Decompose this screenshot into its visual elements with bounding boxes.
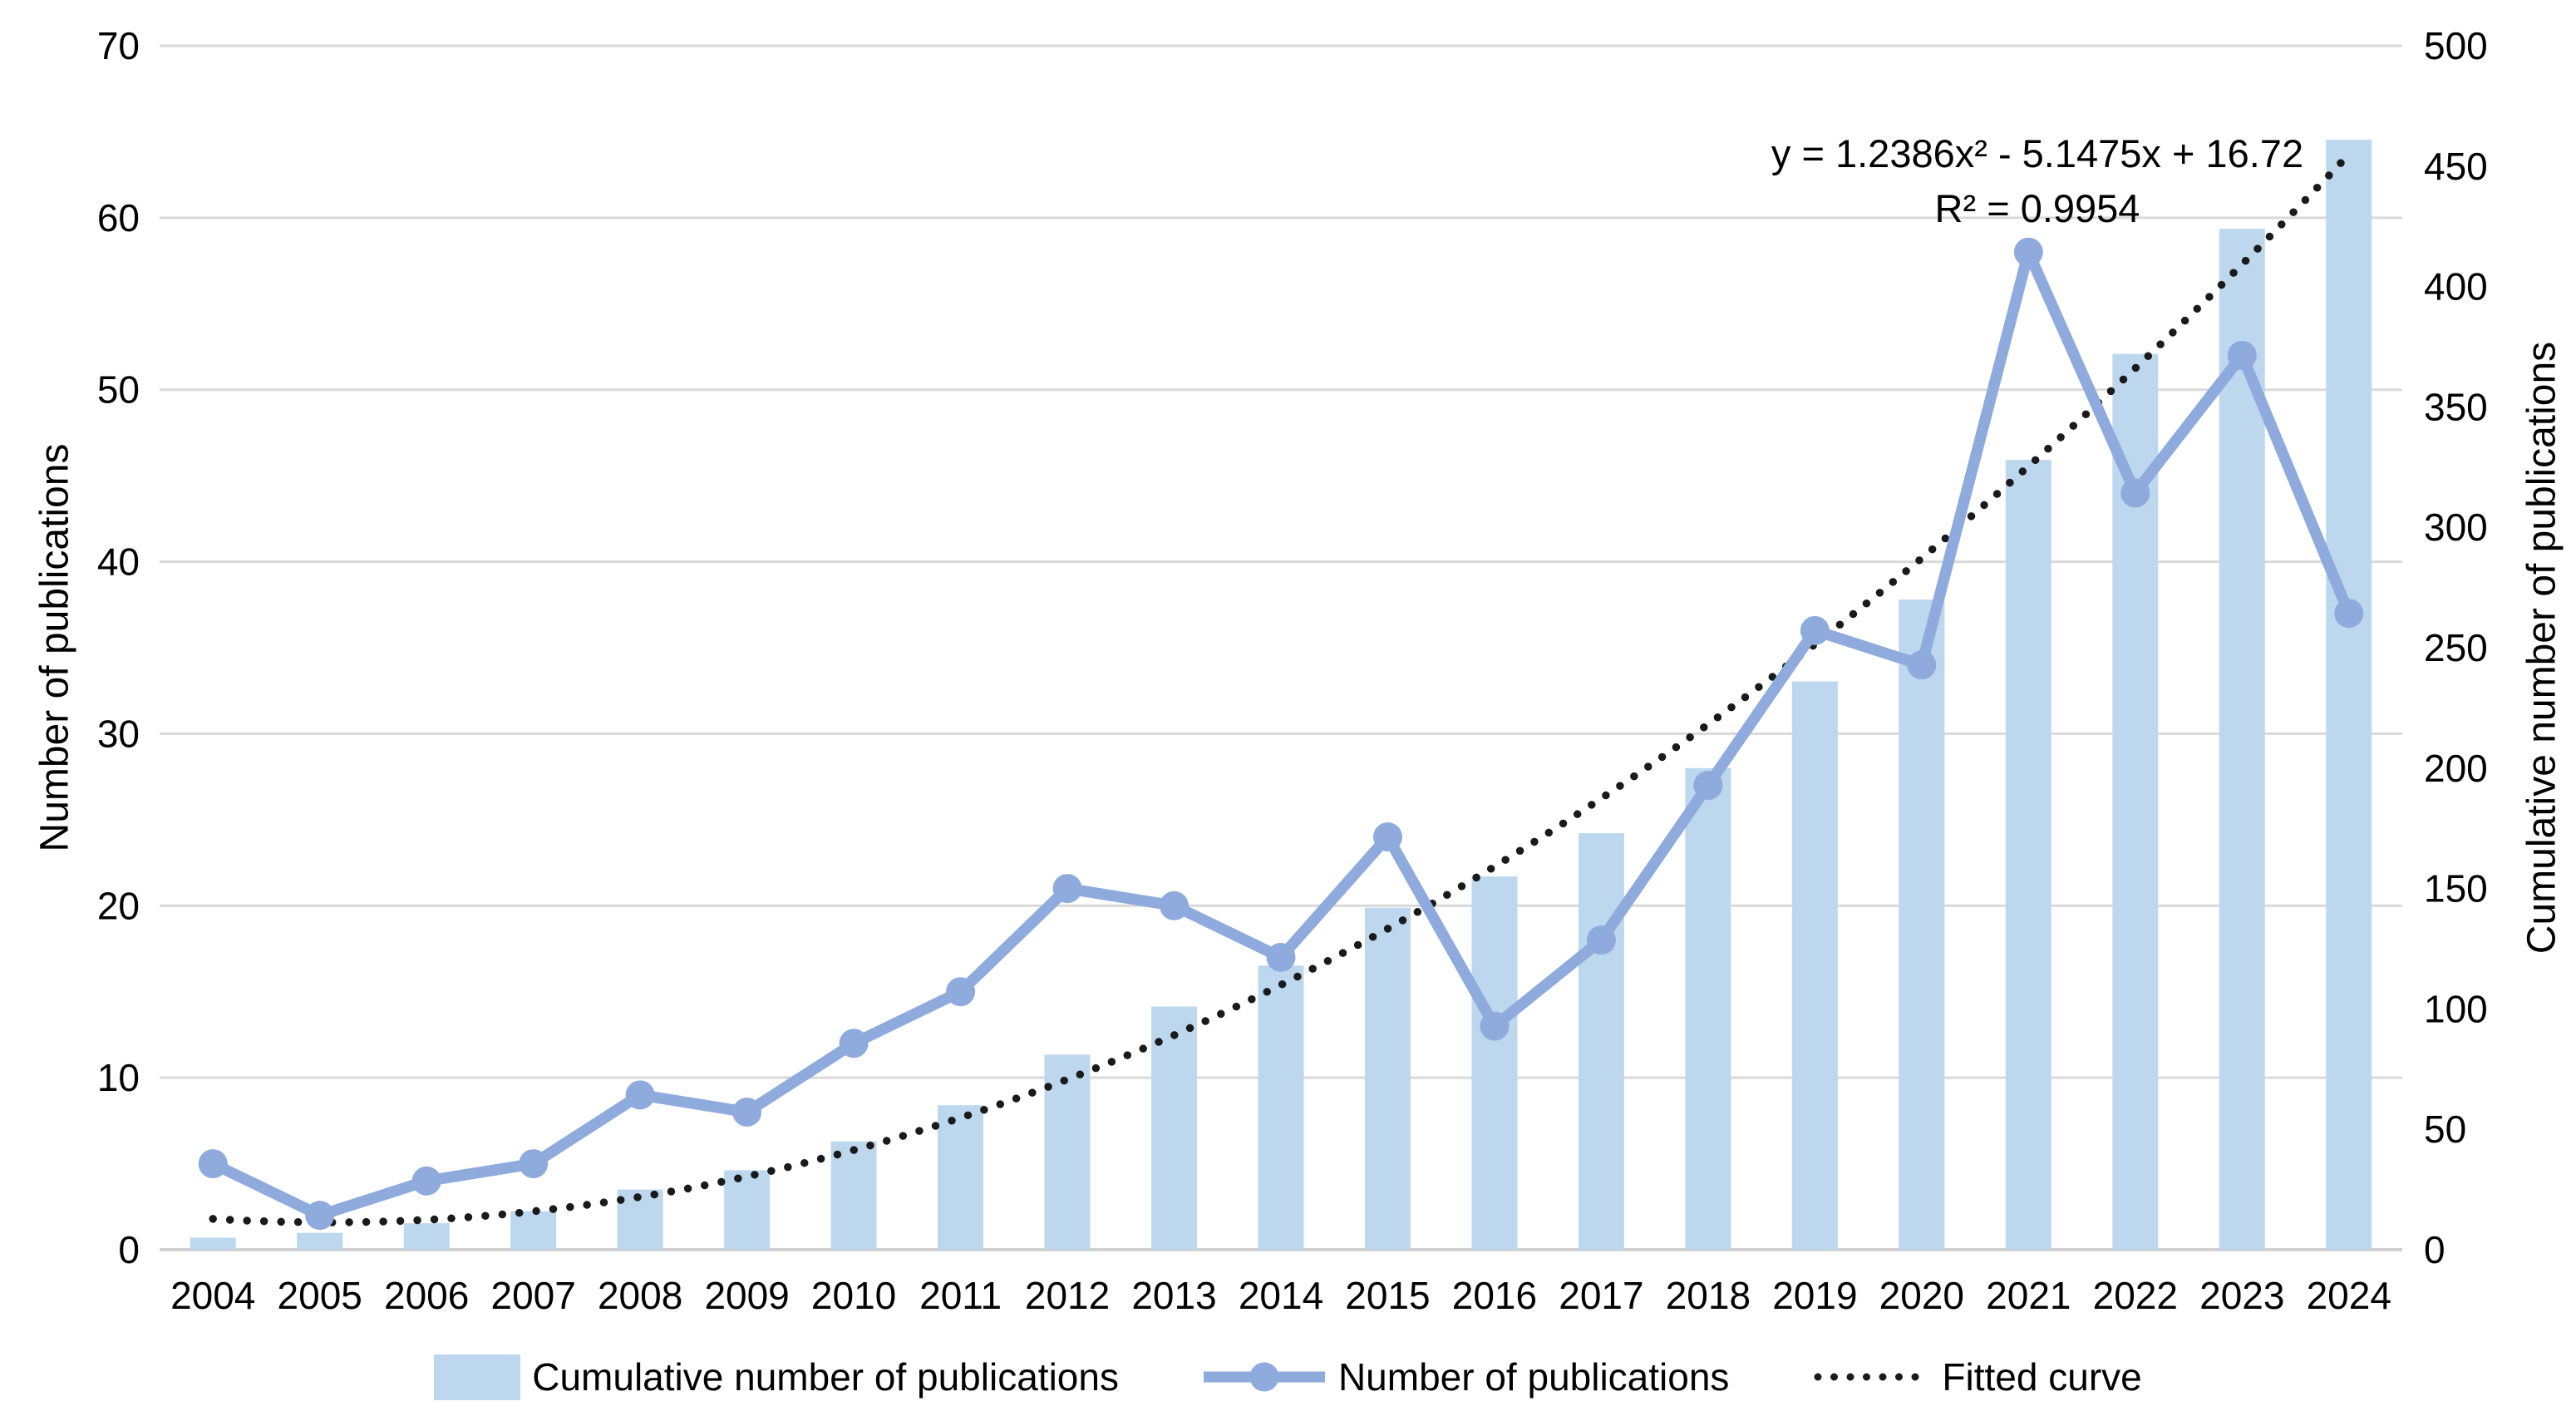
bar-2005 — [297, 1232, 343, 1250]
legend: Cumulative number of publications Number… — [0, 1354, 2576, 1400]
line-marker-2008 — [625, 1080, 655, 1110]
line-marker-2014 — [1266, 942, 1296, 972]
left-axis-tick-60: 60 — [97, 196, 140, 239]
line-marker-2019 — [1800, 615, 1830, 645]
left-axis-tick-40: 40 — [97, 540, 140, 584]
x-axis-tick-2021: 2021 — [1986, 1274, 2071, 1317]
x-axis-tick-2024: 2024 — [2307, 1274, 2391, 1317]
x-axis-tick-2016: 2016 — [1452, 1274, 1537, 1317]
legend-label-fitted: Fitted curve — [1942, 1355, 2142, 1399]
bar-2006 — [403, 1223, 450, 1250]
legend-item-publications: Number of publications — [1202, 1354, 1729, 1400]
x-axis-tick-2015: 2015 — [1345, 1274, 1430, 1317]
bar-2009 — [724, 1170, 771, 1250]
legend-label-cumulative: Cumulative number of publications — [532, 1355, 1119, 1399]
bar-2011 — [938, 1105, 984, 1250]
right-axis-tick-100: 100 — [2424, 987, 2488, 1030]
left-axis-tick-20: 20 — [97, 884, 140, 927]
right-axis-tick-50: 50 — [2424, 1108, 2466, 1151]
bar-2010 — [830, 1141, 877, 1250]
x-axis-tick-2018: 2018 — [1666, 1274, 1751, 1317]
right-axis-tick-500: 500 — [2424, 24, 2488, 67]
legend-item-fitted: Fitted curve — [1812, 1354, 2142, 1400]
x-axis-tick-2007: 2007 — [490, 1274, 575, 1317]
bar-2014 — [1258, 965, 1304, 1250]
dotted-line-swatch-icon — [1814, 1373, 1930, 1381]
x-axis-tick-2005: 2005 — [278, 1274, 362, 1317]
right-axis-tick-400: 400 — [2424, 265, 2488, 308]
left-axis-tick-50: 50 — [97, 368, 140, 412]
right-axis-tick-300: 300 — [2424, 506, 2488, 549]
x-axis-tick-2008: 2008 — [598, 1274, 682, 1317]
x-axis-tick-2010: 2010 — [811, 1274, 896, 1317]
line-marker-2004 — [198, 1149, 228, 1179]
x-axis-tick-2006: 2006 — [384, 1274, 469, 1317]
x-axis-tick-2020: 2020 — [1879, 1274, 1964, 1317]
right-axis-tick-350: 350 — [2424, 385, 2488, 428]
left-axis-title: Number of publications — [32, 443, 77, 852]
r-squared-value: R² = 0.9954 — [1934, 185, 2140, 230]
fitted-curve-path — [209, 150, 2353, 1226]
line-marker-2018 — [1693, 770, 1723, 800]
legend-label-publications: Number of publications — [1337, 1355, 1730, 1399]
line-marker-2021 — [2013, 237, 2043, 267]
bar-2019 — [1791, 681, 1838, 1250]
line-marker-2005 — [305, 1201, 335, 1231]
left-axis-tick-10: 10 — [97, 1056, 140, 1099]
legend-item-cumulative: Cumulative number of publications — [434, 1354, 1119, 1400]
x-axis-tick-2014: 2014 — [1239, 1274, 1323, 1317]
line-marker-swatch-icon — [1203, 1362, 1325, 1392]
bar-2012 — [1044, 1054, 1091, 1250]
line-marker-2016 — [1480, 1011, 1510, 1041]
line-marker-2023 — [2227, 340, 2257, 370]
bar-2024 — [2326, 139, 2372, 1251]
right-axis-tick-150: 150 — [2424, 867, 2488, 910]
right-axis-tick-200: 200 — [2424, 747, 2488, 790]
x-axis-tick-2013: 2013 — [1131, 1274, 1216, 1317]
line-marker-2013 — [1160, 891, 1189, 920]
line-marker-2012 — [1052, 874, 1082, 904]
bar-2020 — [1899, 600, 1945, 1250]
line-marker-2006 — [411, 1166, 441, 1196]
x-axis-tick-2011: 2011 — [919, 1274, 1002, 1317]
left-axis-tick-70: 70 — [97, 24, 140, 67]
bar-2007 — [510, 1211, 557, 1250]
x-axis-tick-2017: 2017 — [1559, 1274, 1643, 1317]
cumulative-bar-swatch-icon — [434, 1354, 521, 1400]
trendline-annotation: y = 1.2386x² - 5.1475x + 16.72 R² = 0.99… — [1771, 126, 2303, 236]
line-marker-2010 — [839, 1029, 869, 1058]
right-axis-tick-250: 250 — [2424, 626, 2488, 669]
bar-2021 — [2005, 460, 2051, 1250]
left-axis-tick-30: 30 — [97, 712, 140, 755]
line-marker-2020 — [1907, 650, 1937, 680]
bar-2004 — [190, 1237, 236, 1250]
line-marker-2022 — [2120, 478, 2150, 508]
trendline-equation: y = 1.2386x² - 5.1475x + 16.72 — [1771, 131, 2304, 175]
line-marker-2007 — [519, 1149, 549, 1179]
x-axis-tick-2009: 2009 — [704, 1274, 789, 1317]
line-marker-2015 — [1372, 822, 1402, 852]
bar-2015 — [1364, 907, 1411, 1250]
x-axis-tick-2004: 2004 — [170, 1274, 255, 1317]
x-axis-tick-2023: 2023 — [2199, 1274, 2284, 1317]
line-marker-2017 — [1586, 925, 1616, 955]
x-axis-tick-2019: 2019 — [1772, 1274, 1857, 1317]
bar-2017 — [1578, 832, 1624, 1250]
line-marker-2011 — [946, 977, 976, 1007]
bar-2018 — [1685, 767, 1731, 1250]
right-axis-title: Cumulative number of publications — [2519, 341, 2564, 955]
bar-2013 — [1151, 1006, 1198, 1250]
line-marker-2024 — [2334, 599, 2364, 629]
left-axis-tick-0: 0 — [118, 1228, 140, 1271]
right-axis-tick-0: 0 — [2424, 1228, 2445, 1271]
right-axis-tick-450: 450 — [2424, 145, 2488, 188]
bar-2016 — [1471, 876, 1518, 1250]
line-marker-2009 — [732, 1098, 762, 1127]
x-axis-tick-2012: 2012 — [1025, 1274, 1110, 1317]
x-axis-tick-2022: 2022 — [2093, 1274, 2178, 1317]
